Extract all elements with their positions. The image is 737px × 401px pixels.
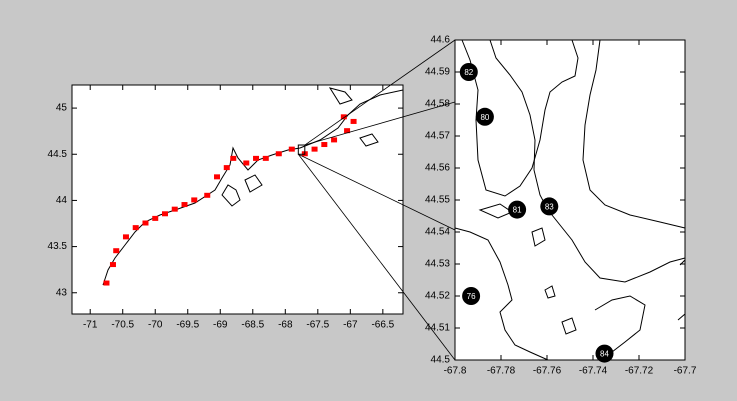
zoom-connector <box>297 154 456 361</box>
station-label: 76 <box>467 292 476 301</box>
x-tick-label: -67.72 <box>625 366 654 377</box>
survey-point <box>344 128 351 134</box>
survey-point <box>122 234 129 240</box>
survey-point <box>262 155 269 161</box>
y-tick-label: 44.6 <box>431 35 451 46</box>
survey-point <box>223 165 230 171</box>
survey-point <box>340 114 347 120</box>
station-label: 81 <box>513 206 522 215</box>
station-marker <box>508 200 527 219</box>
x-tick-label: -69.5 <box>176 320 199 331</box>
station-marker <box>540 197 559 216</box>
station-label: 83 <box>545 203 554 212</box>
survey-point <box>321 142 328 148</box>
survey-point <box>253 155 260 161</box>
survey-point <box>311 146 318 152</box>
survey-point <box>275 151 282 157</box>
x-tick-label: -69 <box>213 320 228 331</box>
x-tick-label: -67.7 <box>674 366 697 377</box>
survey-point <box>171 206 178 212</box>
zoom-box <box>297 144 306 155</box>
zoom-connector <box>304 101 456 146</box>
y-tick-label: 43.5 <box>48 241 68 252</box>
y-tick-label: 44.56 <box>425 163 450 174</box>
survey-point <box>230 155 237 161</box>
coastline <box>102 87 404 286</box>
x-tick-label: -71 <box>83 320 98 331</box>
survey-point <box>214 174 221 180</box>
station-label: 80 <box>480 113 489 122</box>
x-tick-label: -67.74 <box>579 366 608 377</box>
station-marker <box>475 107 494 126</box>
station-marker <box>459 63 478 81</box>
survey-point <box>243 160 250 166</box>
map-axes <box>71 84 404 315</box>
zoom-axes <box>454 39 686 361</box>
y-tick-label: 44.53 <box>425 259 450 270</box>
survey-point <box>132 225 139 231</box>
x-tick-label: -66.5 <box>371 320 394 331</box>
survey-point <box>350 118 357 124</box>
survey-point <box>204 192 211 198</box>
y-tick-label: 44.55 <box>425 195 450 206</box>
survey-point <box>181 202 188 208</box>
x-tick-label: -68 <box>278 320 293 331</box>
x-tick-label: -70.5 <box>111 320 134 331</box>
y-tick-label: 45 <box>56 103 68 114</box>
survey-point <box>113 248 120 254</box>
y-tick-label: 44.5 <box>48 149 68 160</box>
y-tick-label: 44.54 <box>425 227 450 238</box>
x-tick-label: -67.5 <box>306 320 329 331</box>
x-tick-label: -67.8 <box>444 366 467 377</box>
x-tick-label: -67.78 <box>487 366 516 377</box>
survey-point <box>109 262 116 268</box>
y-tick-label: 43 <box>56 287 68 298</box>
y-tick-label: 44.52 <box>425 291 450 302</box>
x-tick-label: -67 <box>343 320 358 331</box>
zoom-connector <box>304 39 456 146</box>
y-tick-label: 44 <box>56 195 68 206</box>
y-tick-label: 44.58 <box>425 99 450 110</box>
y-tick-label: 44.5 <box>431 355 451 366</box>
survey-point <box>161 211 168 217</box>
survey-point <box>191 197 198 203</box>
station-marker <box>595 344 614 363</box>
survey-point <box>288 146 295 152</box>
x-tick-label: -70 <box>148 320 163 331</box>
survey-point <box>142 220 149 226</box>
survey-point <box>152 215 159 221</box>
survey-point <box>103 280 110 286</box>
station-label: 82 <box>464 68 473 77</box>
survey-point <box>331 137 338 143</box>
station-marker <box>462 287 481 305</box>
y-tick-label: 44.51 <box>425 323 450 334</box>
zoom-connector <box>298 153 456 231</box>
y-tick-label: 44.59 <box>425 67 450 78</box>
x-tick-label: -68.5 <box>241 320 264 331</box>
y-tick-label: 44.57 <box>425 131 450 142</box>
station-label: 84 <box>600 350 609 359</box>
x-tick-label: -67.76 <box>533 366 562 377</box>
